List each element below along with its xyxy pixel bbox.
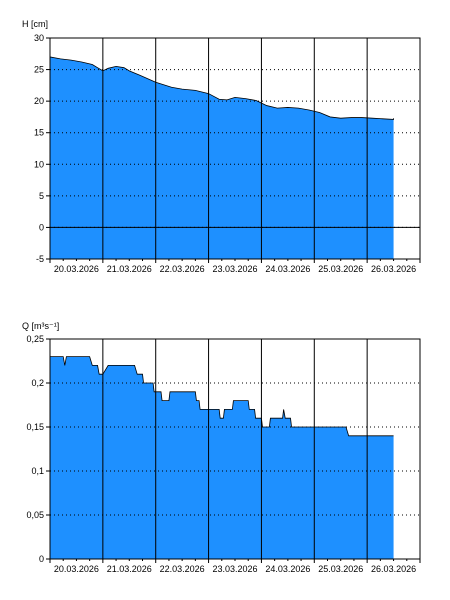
x-tick-label: 20.03.2026 xyxy=(54,264,99,274)
discharge-chart: Q [m³s⁻¹] 0,25 0,2 0,15 0,1 0,05 0 20.03.2026 21… xyxy=(22,321,421,574)
x-tick-label: 21.03.2026 xyxy=(107,264,152,274)
plot-frame xyxy=(49,37,421,260)
y-tick-label: 0 xyxy=(39,554,44,564)
x-tick-label: 22.03.2026 xyxy=(160,264,205,274)
x-tick-label: 26.03.2026 xyxy=(371,264,416,274)
y-tick-label: 0 xyxy=(39,222,44,232)
y-axis-label: H [cm] xyxy=(22,19,48,29)
y-tick-label: 25 xyxy=(34,65,44,75)
y-tick-label: 15 xyxy=(34,128,44,138)
x-tick-label: 25.03.2026 xyxy=(318,264,363,274)
y-tick-label: 0,1 xyxy=(31,466,44,476)
plot-frame xyxy=(49,338,421,560)
y-tick-label: 0,05 xyxy=(26,510,44,520)
y-tick-label: 10 xyxy=(34,159,44,169)
series-area xyxy=(50,56,394,259)
series-line xyxy=(50,356,394,437)
series-line xyxy=(49,56,394,120)
series-area xyxy=(50,356,394,559)
x-tick-label: 20.03.2026 xyxy=(54,564,99,574)
y-tick-label: 0,2 xyxy=(31,378,44,388)
y-tick-label: 0,15 xyxy=(26,422,44,432)
x-tick-label: 23.03.2026 xyxy=(212,264,257,274)
x-tick-label: 22.03.2026 xyxy=(160,564,205,574)
x-tick-label: 25.03.2026 xyxy=(318,564,363,574)
y-tick-label: 20 xyxy=(34,96,44,106)
y-tick-label: 30 xyxy=(34,33,44,43)
y-tick-label: -5 xyxy=(36,254,44,264)
y-axis-label: Q [m³s⁻¹] xyxy=(22,321,59,331)
x-tick-label: 24.03.2026 xyxy=(265,564,310,574)
x-tick-label: 26.03.2026 xyxy=(371,564,416,574)
y-tick-label: 5 xyxy=(39,191,44,201)
x-tick-label: 24.03.2026 xyxy=(265,264,310,274)
x-tick-label: 21.03.2026 xyxy=(107,564,152,574)
x-tick-label: 23.03.2026 xyxy=(212,564,257,574)
y-tick-label: 0,25 xyxy=(26,334,44,344)
water-level-chart: H [cm] 30 25 20 15 10 5 0 -5 20.03.2026 21.03.2026… xyxy=(22,19,421,274)
